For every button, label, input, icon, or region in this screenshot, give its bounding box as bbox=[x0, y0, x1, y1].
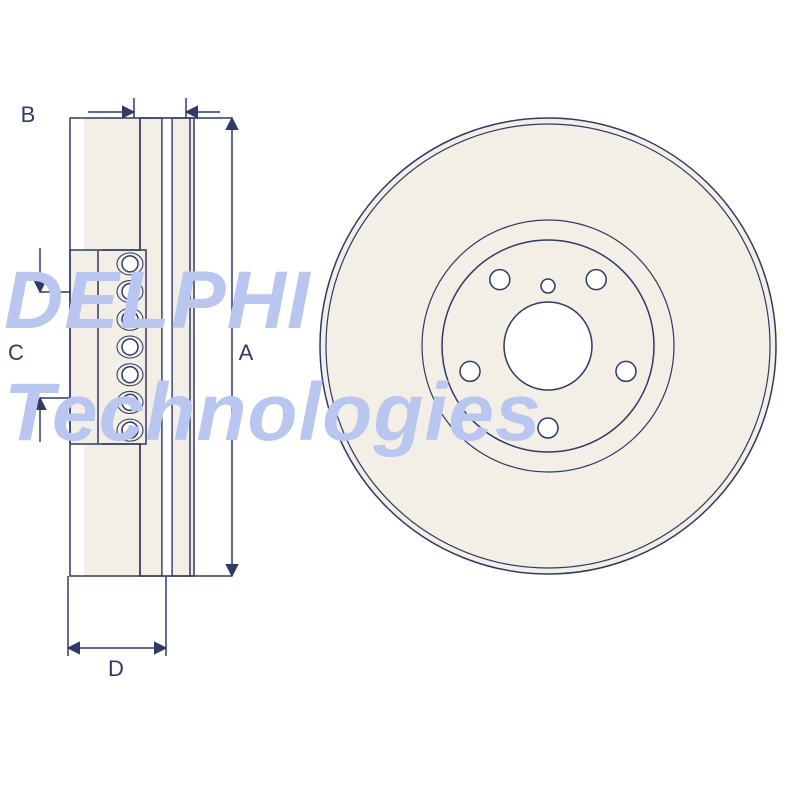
dim-label-B: B bbox=[21, 102, 36, 127]
dim-label-C: C bbox=[8, 340, 24, 365]
dim-label-D: D bbox=[108, 656, 124, 681]
disc-side-view bbox=[70, 118, 194, 576]
disc-front-view bbox=[320, 118, 776, 574]
dim-label-A: A bbox=[239, 340, 254, 365]
